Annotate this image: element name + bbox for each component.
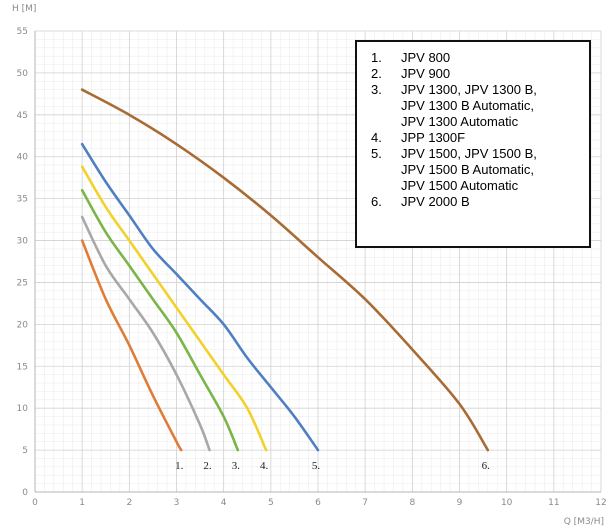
series-line-5 [80, 142, 320, 452]
curve-label-5: 5. [312, 460, 321, 472]
x-tick-label: 6 [315, 498, 321, 508]
legend-item-number: 2. [371, 66, 382, 81]
legend-item-number: 3. [371, 82, 382, 97]
x-axis-title: Q [M3/H] [564, 517, 604, 527]
legend-item-text: JPV 2000 B [401, 194, 470, 209]
curve-label-2: 2. [203, 460, 212, 472]
y-tick-label: 35 [17, 195, 28, 205]
series-line-4 [80, 165, 268, 452]
y-tick-label: 30 [17, 237, 29, 247]
series-line-6 [80, 88, 490, 452]
x-tick-label: 0 [32, 498, 38, 508]
legend-item-text: JPV 1500, JPV 1500 B, JPV 1500 B Automat… [401, 146, 537, 193]
x-tick-label: 4 [221, 498, 227, 508]
x-tick-label: 3 [174, 498, 180, 508]
legend-item-text: JPV 900 [401, 66, 451, 81]
y-tick-label: 10 [17, 404, 29, 414]
legend-item-text: JPV 800 [401, 50, 451, 65]
legend-item-number: 6. [371, 194, 382, 209]
x-tick-label: 5 [268, 498, 274, 508]
curve-label-6: 6. [482, 460, 491, 472]
legend-item-number: 4. [371, 130, 382, 145]
y-tick-label: 40 [17, 153, 29, 163]
legend-item-text: JPV 1300, JPV 1300 B, JPV 1300 B Automat… [401, 82, 537, 129]
y-axis-title: H [M] [12, 4, 36, 14]
curve-label-1: 1. [175, 460, 184, 472]
y-tick-label: 55 [17, 27, 28, 37]
legend-item-1: 1. JPV 800 [371, 50, 581, 66]
series-lines [80, 88, 490, 452]
curve-label-4: 4. [260, 460, 269, 472]
x-tick-label: 11 [548, 498, 559, 508]
curve-labels: 1. 2. 3. 4. 5. 6. [175, 460, 490, 472]
legend-item-4: 4. JPP 1300F [371, 130, 581, 146]
x-tick-label: 12 [595, 498, 606, 508]
legend-item-number: 5. [371, 146, 382, 161]
axes [34, 31, 601, 493]
x-tick-label: 2 [126, 498, 132, 508]
series-line-3 [80, 188, 240, 452]
y-tick-label: 5 [22, 446, 28, 456]
y-tick-label: 15 [17, 362, 28, 372]
curve-label-3: 3. [232, 460, 241, 472]
series-line-2 [80, 215, 211, 452]
y-tick-label: 20 [17, 320, 29, 330]
legend: 1. JPV 800 2. JPV 900 3. JPV 1300, JPV 1300 B… [355, 40, 591, 248]
x-tick-label: 9 [457, 498, 463, 508]
y-tick-label: 0 [22, 488, 28, 498]
y-tick-label: 45 [17, 111, 28, 121]
legend-item-text: JPP 1300F [401, 130, 466, 145]
x-tick-label: 10 [501, 498, 513, 508]
legend-item-3: 3. JPV 1300, JPV 1300 B, JPV 1300 B Autom… [371, 82, 581, 130]
y-tick-label: 50 [17, 69, 29, 79]
legend-item-2: 2. JPV 900 [371, 66, 581, 82]
legend-item-6: 6. JPV 2000 B [371, 194, 581, 210]
y-tick-label: 25 [17, 278, 28, 288]
series-line-1 [80, 239, 183, 452]
x-tick-label: 8 [409, 498, 415, 508]
x-tick-label: 1 [79, 498, 85, 508]
x-tick-label: 7 [362, 498, 368, 508]
legend-item-number: 1. [371, 50, 382, 65]
legend-item-5: 5. JPV 1500, JPV 1500 B, JPV 1500 B Autom… [371, 146, 581, 194]
